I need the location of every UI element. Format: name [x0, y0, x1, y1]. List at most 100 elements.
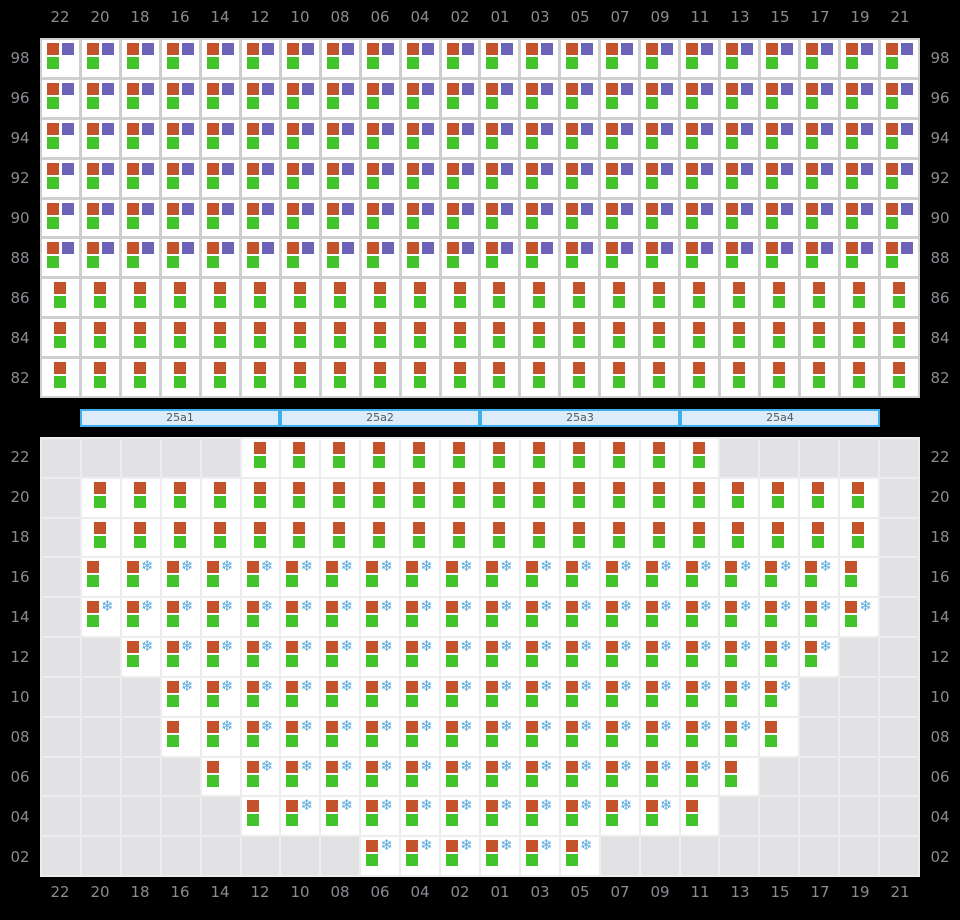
seat-cell[interactable]	[761, 279, 799, 317]
seat-cell[interactable]	[481, 119, 519, 157]
seat-cell[interactable]	[680, 439, 719, 477]
seat-cell[interactable]	[401, 359, 439, 396]
seat-cell[interactable]: ❄	[520, 837, 559, 875]
seat-cell[interactable]	[801, 319, 839, 357]
seat-cell[interactable]: ❄	[800, 638, 839, 676]
section-bar[interactable]: 25a4	[680, 409, 880, 427]
seat-cell[interactable]	[680, 797, 719, 836]
seat-cell[interactable]	[281, 159, 319, 197]
seat-cell[interactable]: ❄	[361, 598, 400, 637]
seat-cell[interactable]	[761, 40, 799, 77]
seat-cell[interactable]	[241, 319, 279, 357]
seat-cell[interactable]	[761, 119, 799, 157]
seat-cell[interactable]	[361, 359, 399, 396]
seat-cell[interactable]	[361, 119, 399, 157]
seat-cell[interactable]	[361, 79, 399, 117]
seat-cell[interactable]: ❄	[361, 837, 400, 875]
seat-cell[interactable]	[521, 199, 559, 237]
seat-cell[interactable]	[201, 478, 240, 517]
seat-cell[interactable]: ❄	[321, 558, 360, 597]
seat-cell[interactable]: ❄	[560, 717, 599, 756]
seat-cell[interactable]	[401, 199, 439, 237]
seat-cell[interactable]	[481, 359, 519, 396]
seat-cell[interactable]	[441, 199, 479, 237]
seat-cell[interactable]: ❄	[161, 677, 200, 716]
seat-cell[interactable]: ❄	[201, 598, 240, 637]
seat-cell[interactable]: ❄	[361, 757, 400, 796]
section-bar[interactable]: 25a1	[80, 409, 280, 427]
seat-cell[interactable]: ❄	[840, 598, 879, 637]
seat-cell[interactable]	[401, 518, 440, 557]
seat-cell[interactable]	[441, 279, 479, 317]
seat-cell[interactable]	[121, 119, 159, 157]
seat-cell[interactable]	[81, 558, 120, 597]
seat-cell[interactable]	[281, 199, 319, 237]
seat-cell[interactable]: ❄	[481, 837, 519, 875]
seat-cell[interactable]	[521, 279, 559, 317]
seat-cell[interactable]: ❄	[760, 638, 799, 676]
seat-cell[interactable]	[401, 239, 439, 277]
seat-cell[interactable]: ❄	[241, 558, 280, 597]
seat-cell[interactable]	[81, 40, 119, 77]
seat-cell[interactable]	[361, 279, 399, 317]
seat-cell[interactable]	[401, 279, 439, 317]
seat-cell[interactable]	[841, 319, 879, 357]
seat-cell[interactable]	[641, 239, 679, 277]
seat-cell[interactable]	[560, 439, 599, 477]
seat-cell[interactable]	[321, 478, 360, 517]
seat-cell[interactable]: ❄	[241, 598, 280, 637]
seat-cell[interactable]	[121, 478, 160, 517]
seat-cell[interactable]	[81, 239, 119, 277]
seat-cell[interactable]	[321, 518, 360, 557]
seat-cell[interactable]: ❄	[680, 717, 719, 756]
seat-cell[interactable]	[521, 40, 559, 77]
seat-cell[interactable]: ❄	[441, 558, 479, 597]
seat-cell[interactable]	[161, 717, 200, 756]
seat-cell[interactable]	[600, 518, 639, 557]
seat-cell[interactable]: ❄	[401, 757, 440, 796]
seat-cell[interactable]	[881, 40, 918, 77]
seat-cell[interactable]: ❄	[560, 638, 599, 676]
seat-cell[interactable]: ❄	[441, 797, 479, 836]
seat-cell[interactable]	[441, 40, 479, 77]
seat-cell[interactable]: ❄	[520, 677, 559, 716]
seat-cell[interactable]	[401, 159, 439, 197]
seat-cell[interactable]	[761, 359, 799, 396]
seat-cell[interactable]	[481, 518, 519, 557]
seat-cell[interactable]	[801, 79, 839, 117]
seat-cell[interactable]	[841, 79, 879, 117]
seat-cell[interactable]	[601, 359, 639, 396]
seat-cell[interactable]: ❄	[241, 757, 280, 796]
seat-cell[interactable]	[721, 239, 759, 277]
seat-cell[interactable]: ❄	[520, 797, 559, 836]
section-bar[interactable]: 25a3	[480, 409, 680, 427]
seat-cell[interactable]: ❄	[520, 757, 559, 796]
seat-cell[interactable]	[241, 119, 279, 157]
seat-cell[interactable]	[481, 439, 519, 477]
seat-cell[interactable]: ❄	[680, 598, 719, 637]
seat-cell[interactable]	[161, 518, 200, 557]
seat-cell[interactable]	[761, 199, 799, 237]
seat-cell[interactable]	[680, 518, 719, 557]
seat-cell[interactable]	[600, 478, 639, 517]
seat-cell[interactable]	[561, 359, 599, 396]
seat-cell[interactable]	[801, 119, 839, 157]
seat-cell[interactable]	[721, 159, 759, 197]
seat-cell[interactable]	[321, 359, 359, 396]
seat-cell[interactable]: ❄	[640, 797, 679, 836]
seat-cell[interactable]	[881, 239, 918, 277]
seat-cell[interactable]	[561, 79, 599, 117]
seat-cell[interactable]: ❄	[121, 638, 160, 676]
seat-cell[interactable]	[441, 518, 479, 557]
seat-cell[interactable]: ❄	[760, 598, 799, 637]
seat-cell[interactable]: ❄	[640, 757, 679, 796]
seat-cell[interactable]: ❄	[401, 837, 440, 875]
seat-cell[interactable]	[441, 319, 479, 357]
seat-cell[interactable]	[201, 79, 239, 117]
seat-cell[interactable]: ❄	[361, 797, 400, 836]
seat-cell[interactable]	[760, 717, 799, 756]
seat-cell[interactable]: ❄	[161, 558, 200, 597]
seat-cell[interactable]	[561, 319, 599, 357]
seat-cell[interactable]: ❄	[281, 717, 320, 756]
seat-cell[interactable]: ❄	[161, 598, 200, 637]
